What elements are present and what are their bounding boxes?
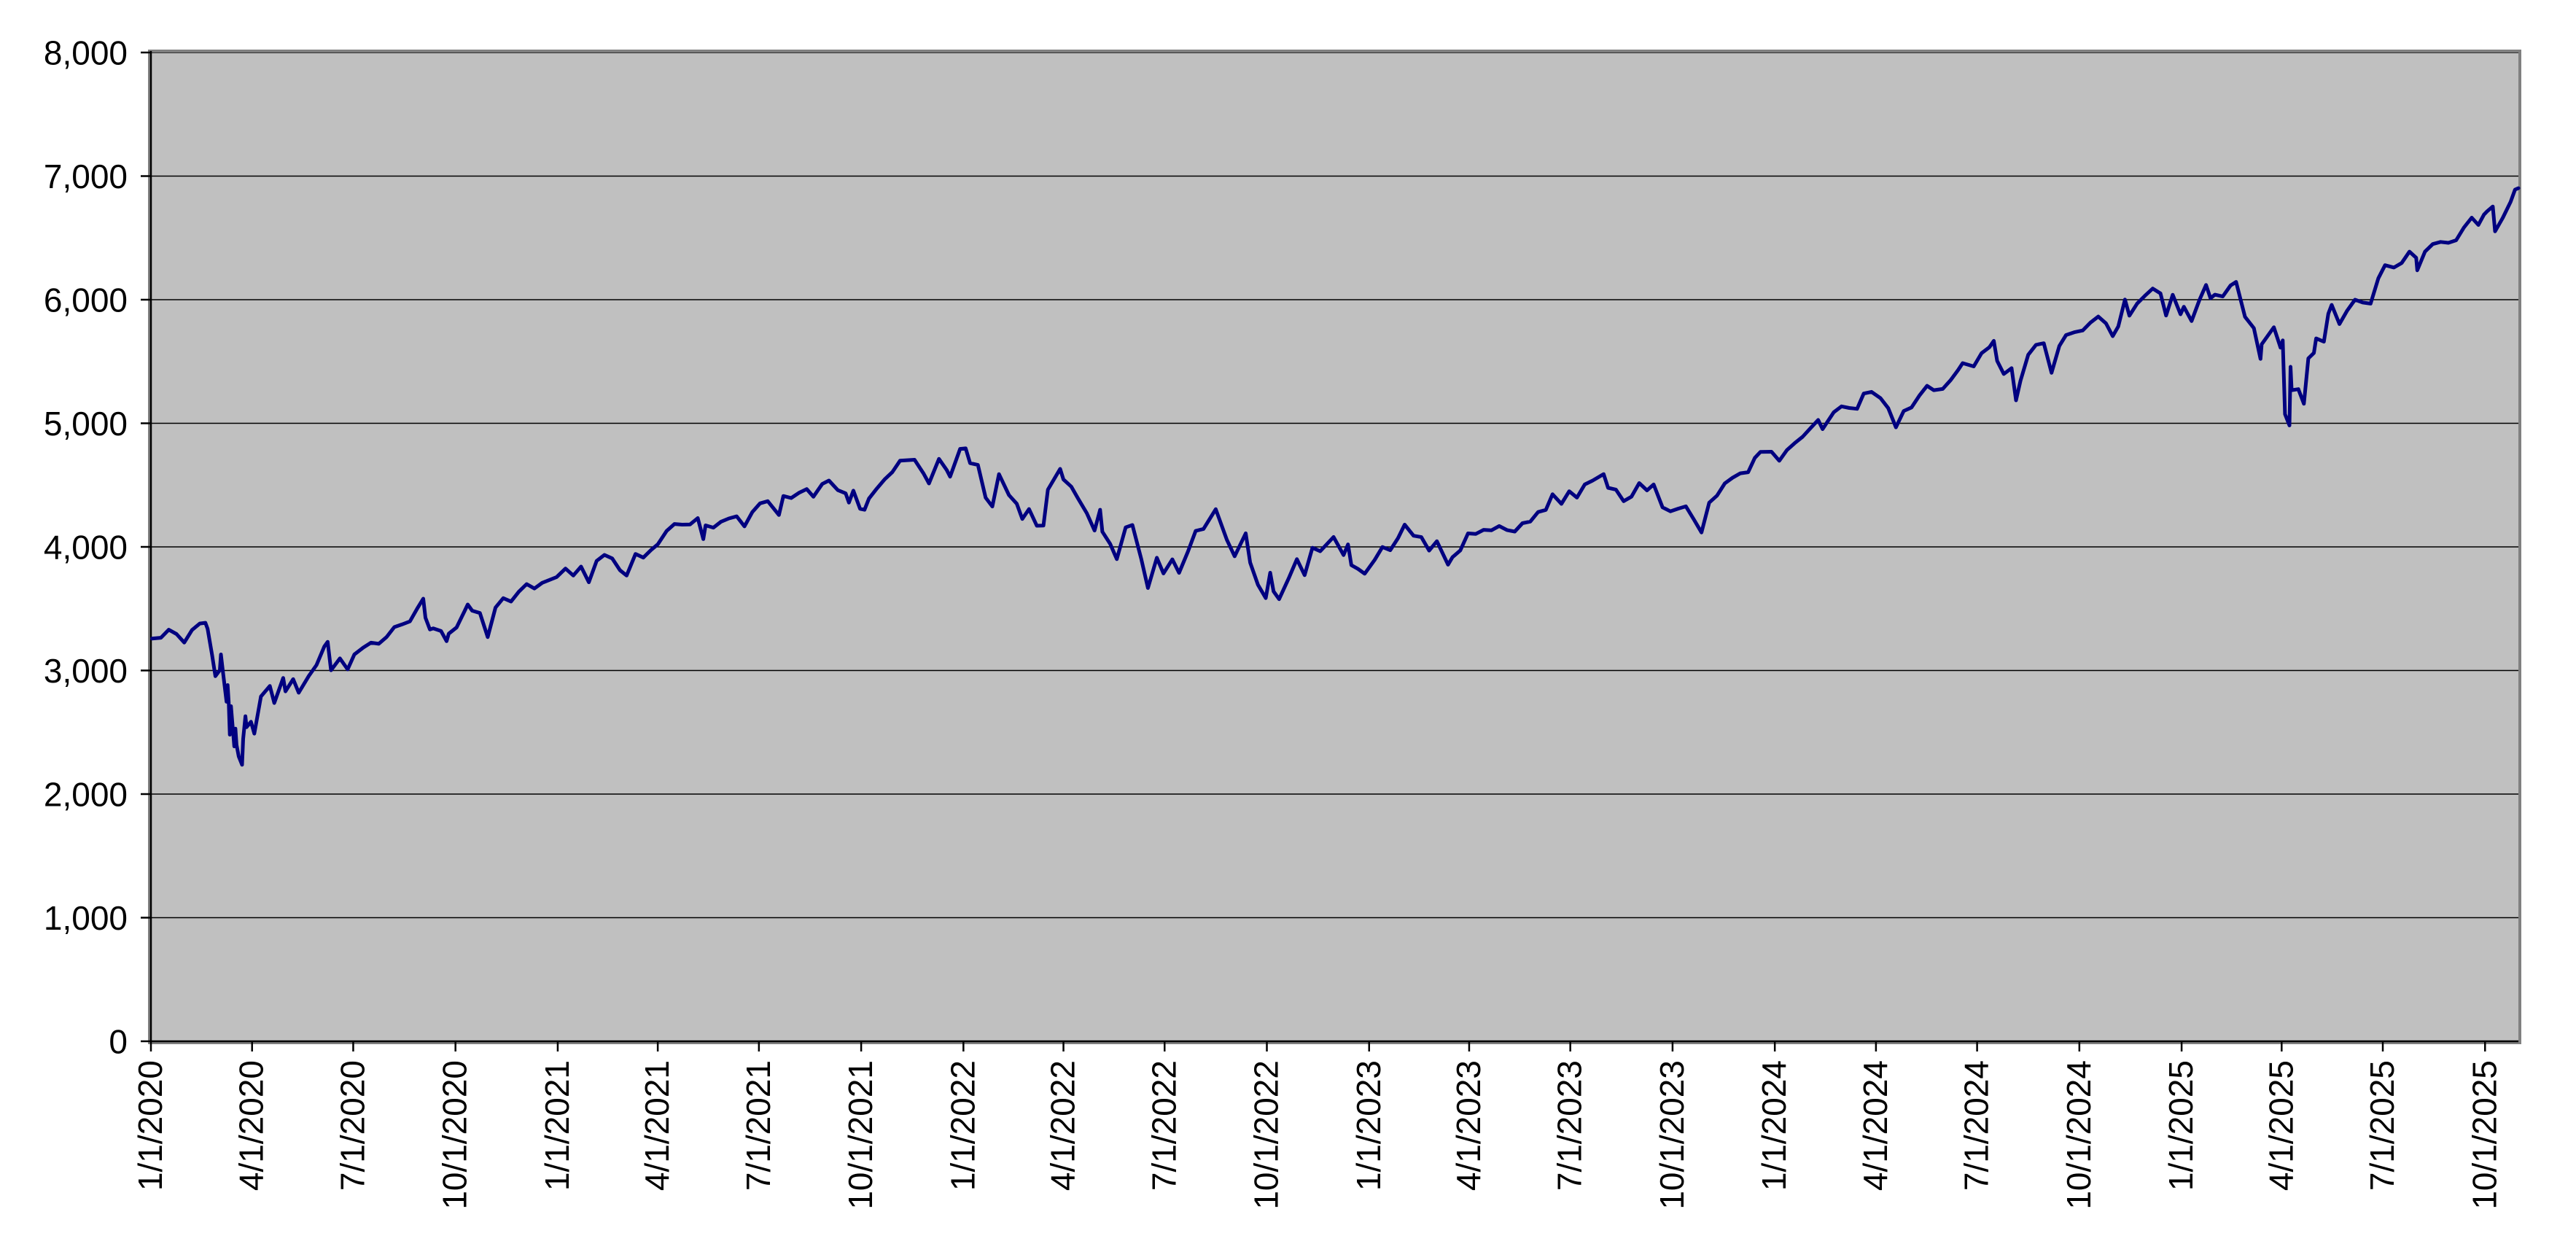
x-axis-label: 1/1/2023 (1350, 1060, 1388, 1191)
x-axis-label: 4/1/2024 (1856, 1060, 1894, 1191)
x-axis-label: 10/1/2025 (2465, 1060, 2503, 1210)
x-axis-label: 10/1/2023 (1653, 1060, 1691, 1210)
y-axis-label: 1,000 (44, 899, 128, 937)
x-axis-label: 4/1/2022 (1044, 1060, 1082, 1191)
y-axis-label: 5,000 (44, 405, 128, 443)
x-axis-label: 1/1/2020 (131, 1060, 169, 1191)
x-axis-label: 1/1/2024 (1755, 1060, 1793, 1191)
y-axis-label: 4,000 (44, 529, 128, 567)
x-axis-label: 4/1/2023 (1450, 1060, 1487, 1191)
y-axis-label: 0 (109, 1023, 128, 1061)
x-axis-label: 1/1/2021 (538, 1060, 576, 1191)
x-axis-label: 10/1/2020 (436, 1060, 474, 1210)
y-axis-label: 6,000 (44, 281, 128, 319)
x-axis-label: 1/1/2025 (2162, 1060, 2200, 1191)
y-axis-label: 8,000 (44, 34, 128, 72)
y-axis-label: 3,000 (44, 652, 128, 690)
x-axis-label: 7/1/2021 (739, 1060, 777, 1191)
price-series-line (150, 186, 2521, 767)
x-axis-label: 1/1/2022 (943, 1060, 981, 1191)
x-axis-label: 4/1/2021 (638, 1060, 676, 1191)
x-axis-label: 7/1/2025 (2363, 1060, 2401, 1191)
y-axis-label: 2,000 (44, 776, 128, 814)
x-axis-label: 7/1/2023 (1551, 1060, 1589, 1191)
x-axis-label: 7/1/2022 (1145, 1060, 1183, 1191)
x-axis-label: 4/1/2025 (2262, 1060, 2300, 1191)
x-axis-label: 10/1/2022 (1248, 1060, 1285, 1210)
x-axis-label: 4/1/2020 (233, 1060, 271, 1191)
x-axis-label: 10/1/2024 (2060, 1060, 2098, 1210)
x-axis-label: 10/1/2021 (841, 1060, 879, 1210)
y-axis-label: 7,000 (44, 158, 128, 195)
x-axis-label: 7/1/2024 (1958, 1060, 1996, 1191)
x-axis-label: 7/1/2020 (333, 1060, 371, 1191)
